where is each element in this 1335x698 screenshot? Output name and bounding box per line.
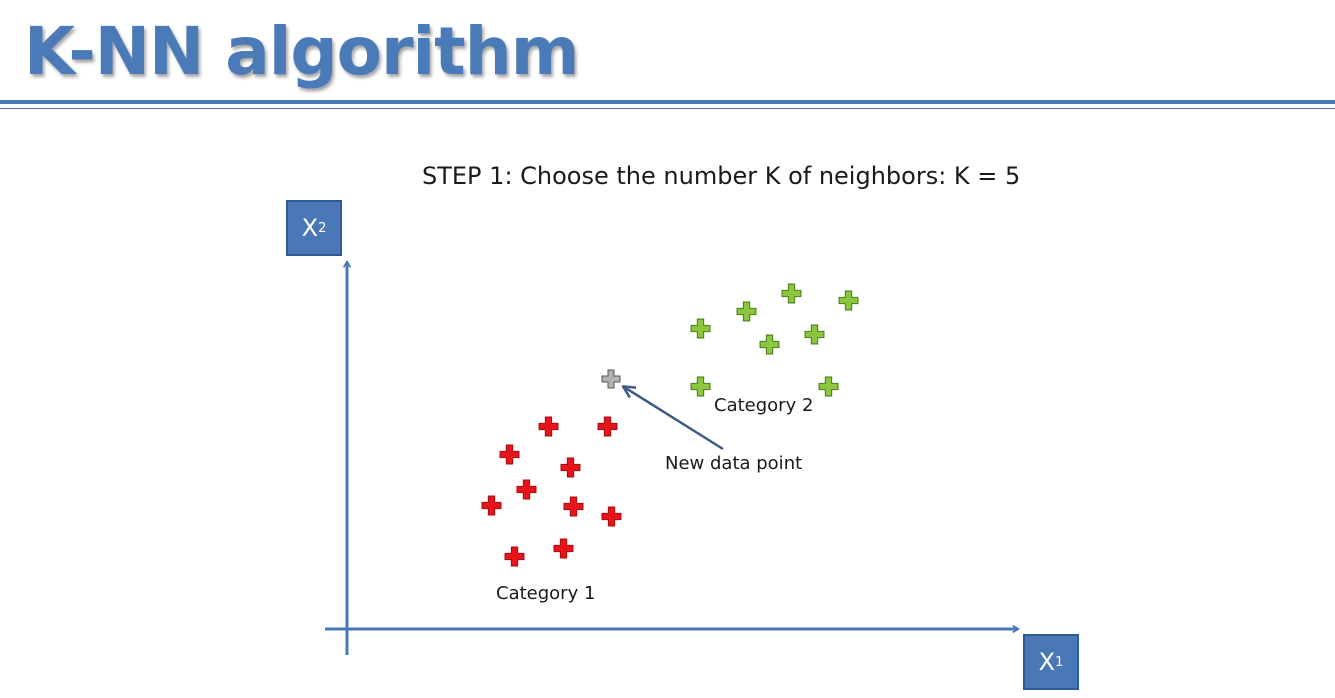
step-instruction: STEP 1: Choose the number K of neighbors… xyxy=(422,162,1020,190)
category1-point xyxy=(499,444,520,465)
category1-point xyxy=(597,416,618,437)
new-data-point xyxy=(601,369,621,389)
y-axis-label-subscript: 2 xyxy=(318,220,327,236)
category1-point xyxy=(560,457,581,478)
y-axis-label: X xyxy=(301,214,319,242)
category2-points xyxy=(690,283,859,397)
category2-point xyxy=(736,301,757,322)
new-point-pointer-arrow xyxy=(624,387,724,451)
category2-point xyxy=(804,324,825,345)
x-axis-label-subscript: 1 xyxy=(1055,654,1064,670)
category2-point xyxy=(781,283,802,304)
category1-point xyxy=(504,546,525,567)
x-axis-label: X xyxy=(1038,648,1056,676)
category2-label: Category 2 xyxy=(714,395,813,416)
category1-point xyxy=(553,538,574,559)
step-text: : Choose the number K of neighbors: K = … xyxy=(504,162,1021,190)
category1-point xyxy=(481,495,502,516)
category2-point xyxy=(838,290,859,311)
category1-point xyxy=(601,506,622,527)
category1-points xyxy=(481,416,622,567)
new-point-label: New data point xyxy=(665,453,802,474)
category1-label: Category 1 xyxy=(496,583,595,604)
category1-point xyxy=(563,496,584,517)
title-divider xyxy=(0,100,1335,109)
category2-point xyxy=(818,376,839,397)
category2-point xyxy=(690,376,711,397)
category2-point xyxy=(759,334,780,355)
category1-point xyxy=(516,479,537,500)
slide-title: K-NN algorithm xyxy=(24,13,579,90)
step-prefix: STEP 1 xyxy=(422,162,505,190)
category1-point xyxy=(538,416,559,437)
category2-point xyxy=(690,318,711,339)
